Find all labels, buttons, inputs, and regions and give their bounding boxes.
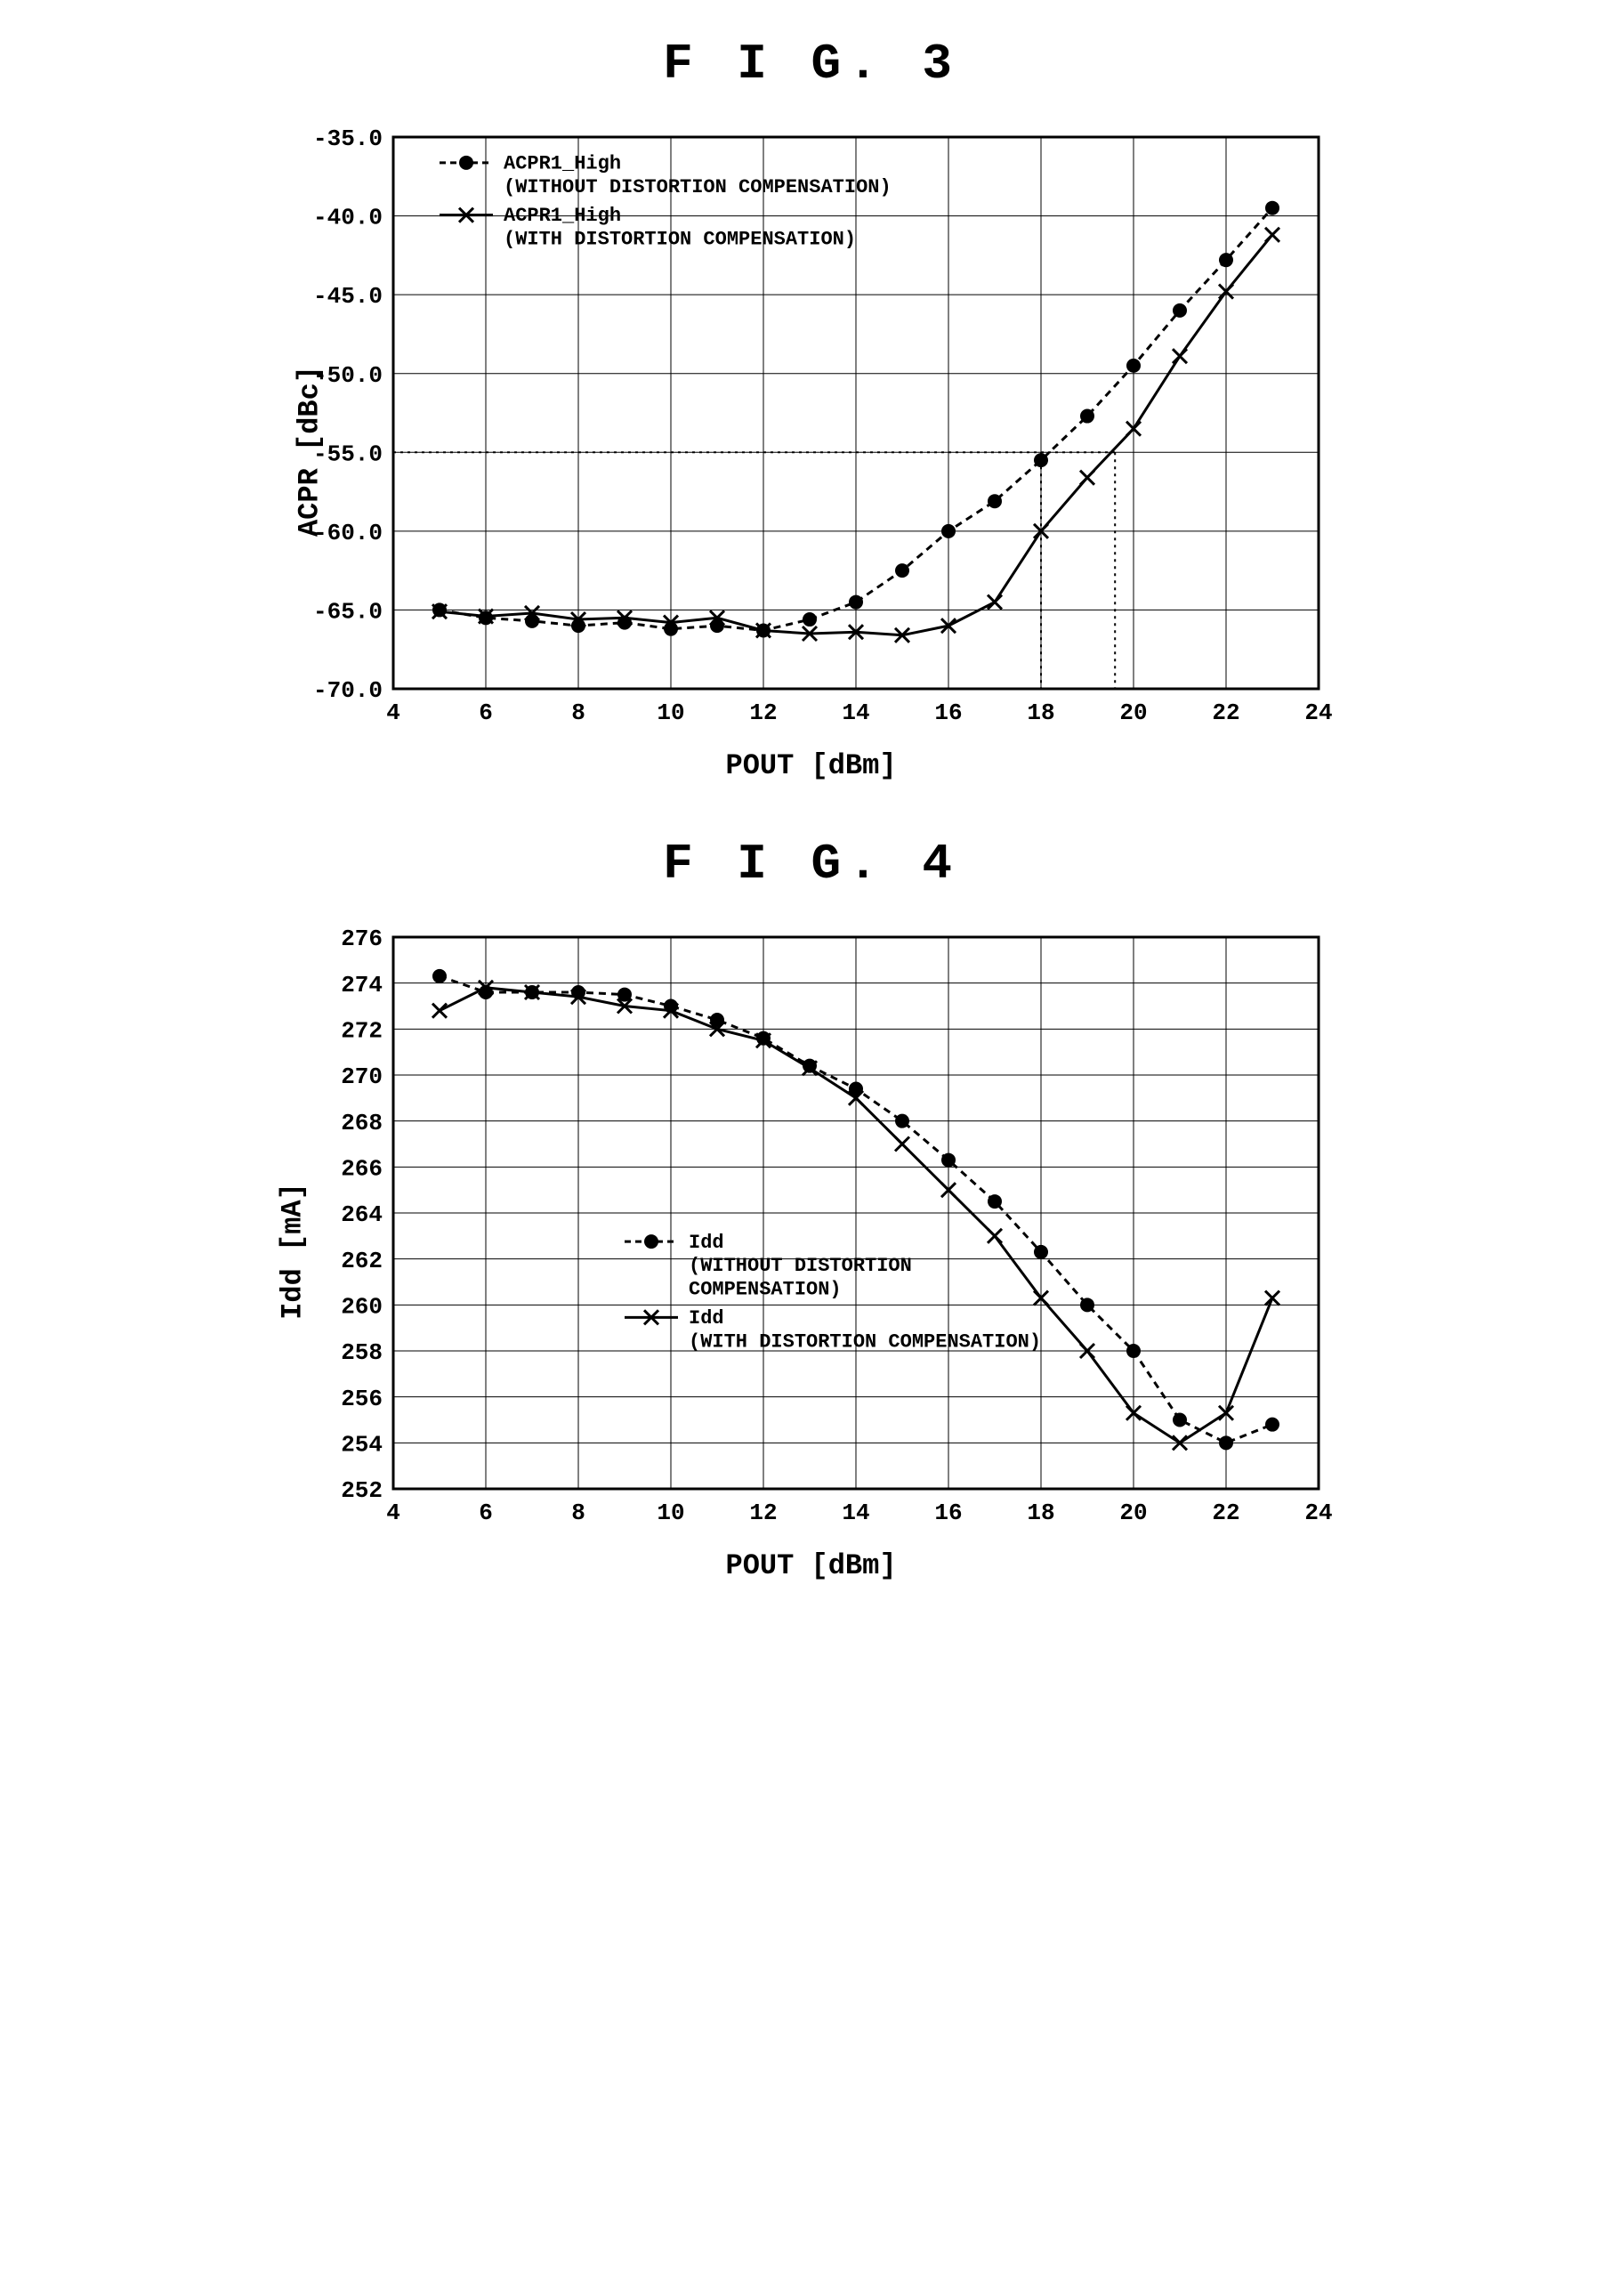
svg-text:COMPENSATION): COMPENSATION) xyxy=(689,1279,842,1301)
fig3-chart-wrap: ACPR [dBc] 4 6 8 10 12 14 16 18 20 22 24 -70.0 -65.0… xyxy=(278,119,1345,782)
svg-text:8: 8 xyxy=(571,699,585,726)
svg-text:262: 262 xyxy=(341,1248,383,1274)
svg-text:264: 264 xyxy=(341,1201,383,1228)
svg-text:(WITHOUT DISTORTION: (WITHOUT DISTORTION xyxy=(689,1255,912,1277)
figure-3: F I G. 3 ACPR [dBc] 4 6 8 10 12 14 16 18 20 22 24 -… xyxy=(189,36,1434,782)
fig4-svg: 4 6 8 10 12 14 16 18 20 22 24 252 254 256 258 260 262 264… xyxy=(278,919,1345,1542)
svg-text:18: 18 xyxy=(1027,1500,1054,1526)
svg-text:22: 22 xyxy=(1212,699,1239,726)
svg-text:12: 12 xyxy=(749,1500,777,1526)
svg-text:276: 276 xyxy=(341,926,383,952)
fig4-ylabel: Idd [mA] xyxy=(276,1183,309,1320)
fig4-chart-wrap: Idd [mA] 4 6 8 10 12 14 16 18 20 22 24 252 254 256 258… xyxy=(278,919,1345,1582)
svg-text:272: 272 xyxy=(341,1017,383,1044)
svg-text:(WITH DISTORTION COMPENSATION): (WITH DISTORTION COMPENSATION) xyxy=(689,1330,1041,1353)
svg-text:6: 6 xyxy=(479,1500,493,1526)
svg-text:Idd: Idd xyxy=(689,1232,724,1254)
svg-text:10: 10 xyxy=(657,1500,684,1526)
svg-text:260: 260 xyxy=(341,1293,383,1320)
svg-text:266: 266 xyxy=(341,1155,383,1182)
svg-text:252: 252 xyxy=(341,1477,383,1504)
svg-text:-35.0: -35.0 xyxy=(312,125,382,152)
svg-text:14: 14 xyxy=(842,1500,869,1526)
svg-text:16: 16 xyxy=(934,1500,962,1526)
svg-text:(WITH DISTORTION COMPENSATION): (WITH DISTORTION COMPENSATION) xyxy=(504,229,856,251)
svg-text:16: 16 xyxy=(934,699,962,726)
svg-text:4: 4 xyxy=(386,1500,400,1526)
svg-text:(WITHOUT DISTORTION COMPENSATI: (WITHOUT DISTORTION COMPENSATION) xyxy=(504,176,892,198)
svg-text:20: 20 xyxy=(1119,1500,1147,1526)
svg-text:14: 14 xyxy=(842,699,869,726)
fig4-title: F I G. 4 xyxy=(189,836,1434,893)
svg-text:268: 268 xyxy=(341,1110,383,1136)
svg-text:24: 24 xyxy=(1304,699,1332,726)
svg-text:24: 24 xyxy=(1304,1500,1332,1526)
svg-text:254: 254 xyxy=(341,1431,383,1458)
svg-text:-70.0: -70.0 xyxy=(312,677,382,704)
figure-4: F I G. 4 Idd [mA] 4 6 8 10 12 14 16 18 20 22 24 252… xyxy=(189,836,1434,1582)
svg-text:-45.0: -45.0 xyxy=(312,283,382,310)
svg-text:274: 274 xyxy=(341,972,383,998)
svg-text:10: 10 xyxy=(657,699,684,726)
svg-text:-65.0: -65.0 xyxy=(312,599,382,626)
svg-text:-40.0: -40.0 xyxy=(312,205,382,231)
svg-text:256: 256 xyxy=(341,1386,383,1412)
fig3-xlabel: POUT [dBm] xyxy=(278,749,1345,782)
fig3-ylabel: ACPR [dBc] xyxy=(293,365,326,536)
svg-text:258: 258 xyxy=(341,1339,383,1366)
svg-text:270: 270 xyxy=(341,1063,383,1090)
fig3-title: F I G. 3 xyxy=(189,36,1434,93)
svg-text:6: 6 xyxy=(479,699,493,726)
svg-text:4: 4 xyxy=(386,699,400,726)
svg-text:ACPR1_High: ACPR1_High xyxy=(504,205,621,227)
svg-text:Idd: Idd xyxy=(689,1307,724,1330)
fig3-svg: 4681012141618202224-70.0-65.0-60.0-55.0-… xyxy=(278,119,1345,742)
svg-text:12: 12 xyxy=(749,699,777,726)
svg-text:22: 22 xyxy=(1212,1500,1239,1526)
fig4-xlabel: POUT [dBm] xyxy=(278,1549,1345,1582)
svg-text:ACPR1_High: ACPR1_High xyxy=(504,152,621,174)
svg-text:20: 20 xyxy=(1119,699,1147,726)
svg-text:18: 18 xyxy=(1027,699,1054,726)
svg-text:8: 8 xyxy=(571,1500,585,1526)
